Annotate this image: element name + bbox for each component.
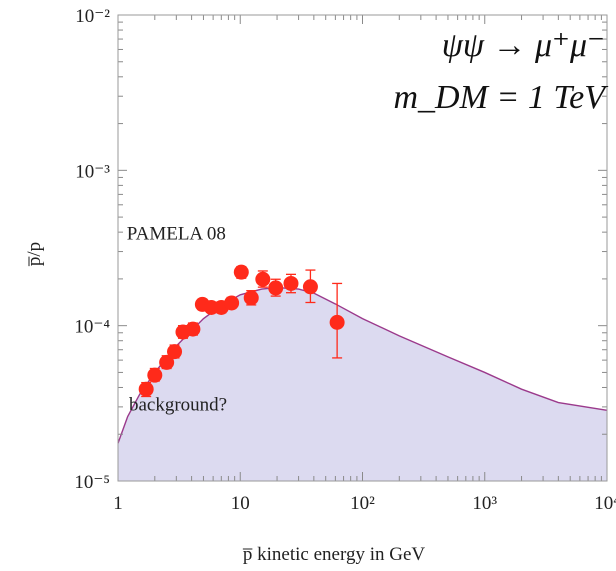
pamela-data-point (138, 381, 154, 398)
data-points-layer (138, 264, 345, 398)
pamela-data-point (159, 354, 175, 370)
x-tick-label: 1 (113, 493, 123, 514)
pamela-data-point (243, 290, 259, 306)
data-marker (283, 275, 299, 291)
data-marker (233, 264, 249, 280)
data-marker (185, 321, 201, 337)
data-marker (147, 367, 163, 383)
x-axis-label: p̅ kinetic energy in GeV (243, 544, 426, 565)
y-axis-label: p̅/p (24, 242, 45, 267)
data-marker (255, 271, 271, 287)
data-marker (243, 290, 259, 306)
pamela-data-point (302, 269, 318, 304)
pamela-data-point (255, 270, 271, 288)
pamela-data-point (224, 295, 240, 311)
annotation-background: background? (129, 394, 227, 415)
x-tick-label: 10⁴ (594, 493, 616, 514)
x-tick-label: 10³ (472, 493, 497, 514)
plot-frame (117, 14, 608, 482)
y-tick-label: 10⁻³ (75, 161, 110, 182)
pamela-data-point (268, 278, 284, 297)
data-marker (268, 280, 284, 296)
y-tick-label: 10⁻⁴ (74, 317, 110, 338)
ticks-layer (117, 15, 607, 482)
series-label-pamela: PAMELA 08 (127, 223, 226, 244)
pamela-data-point (283, 273, 299, 294)
background-area (118, 287, 607, 481)
pamela-data-point (147, 367, 163, 383)
data-marker (159, 354, 175, 370)
data-marker (138, 381, 154, 397)
x-tick-label: 10 (231, 493, 250, 514)
data-marker (302, 279, 318, 295)
x-tick-label: 10² (350, 493, 375, 514)
data-marker (167, 344, 183, 360)
pamela-data-point (185, 321, 201, 337)
y-tick-label: 10⁻⁵ (74, 472, 110, 493)
chart-title-line-2: m_DM = 1 TeV (393, 79, 609, 116)
pamela-data-point (329, 282, 345, 359)
labels-layer: 1 10 10² 10³ 10⁴ 10⁻⁵ 10⁻⁴ 10⁻³ 10⁻² PAMELA 08 bac… (74, 6, 616, 514)
data-marker (224, 295, 240, 311)
y-tick-label: 10⁻² (75, 6, 110, 27)
data-marker (329, 314, 345, 330)
pamela-data-point (167, 344, 183, 360)
chart-title-line-1: ψψ → μ⁺μ⁻ (442, 27, 605, 64)
pamela-data-point (233, 264, 249, 280)
